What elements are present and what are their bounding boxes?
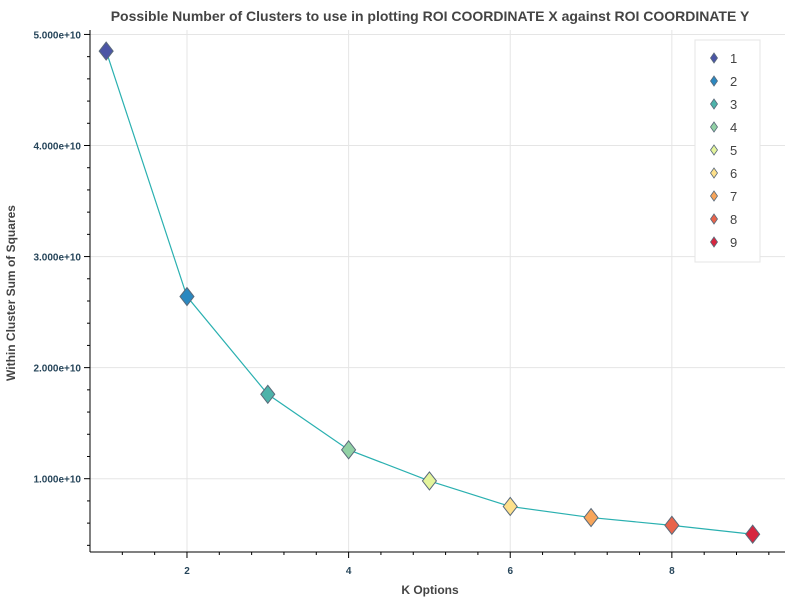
y-tick-label: 1.000e+10 <box>33 475 81 486</box>
x-tick-label: 8 <box>669 566 675 577</box>
legend-label: 2 <box>730 74 737 89</box>
legend-marker <box>710 190 718 202</box>
legend-label: 6 <box>730 166 737 181</box>
data-point <box>260 384 276 405</box>
axes: 2 4 6 8 1.000e+10 2.000e+10 3.000e+10 4.000e+10… <box>33 30 785 577</box>
legend-marker <box>710 167 718 179</box>
chart-title: Possible Number of Clusters to use in pl… <box>111 8 750 24</box>
x-tick-label: 2 <box>184 566 190 577</box>
x-axis-label: K Options <box>401 583 459 597</box>
legend-label: 3 <box>730 97 737 112</box>
data-points <box>98 41 761 545</box>
data-point <box>664 515 680 536</box>
legend: 1 2 3 4 5 6 7 8 9 <box>694 39 761 263</box>
legend-label: 7 <box>730 189 737 204</box>
data-point <box>502 496 518 517</box>
legend-label: 5 <box>730 143 737 158</box>
legend-marker <box>710 121 718 133</box>
legend-label: 9 <box>730 235 737 250</box>
legend-label: 4 <box>730 120 737 135</box>
x-tick-label: 6 <box>507 566 513 577</box>
data-point <box>421 471 438 491</box>
data-point <box>340 440 357 460</box>
grid <box>90 30 785 552</box>
data-point <box>745 524 761 545</box>
data-point <box>179 286 195 307</box>
legend-marker <box>710 236 718 248</box>
legend-marker <box>710 52 718 64</box>
data-point <box>583 507 599 528</box>
x-tick-label: 4 <box>346 566 352 577</box>
y-tick-label: 3.000e+10 <box>33 253 81 264</box>
legend-marker <box>710 144 718 156</box>
data-point <box>98 41 114 61</box>
y-axis-label: Within Cluster Sum of Squares <box>4 205 18 381</box>
legend-label: 8 <box>730 212 737 227</box>
legend-box <box>694 39 761 263</box>
legend-marker <box>710 98 718 110</box>
y-tick-label: 2.000e+10 <box>33 364 81 375</box>
legend-marker <box>710 213 718 225</box>
y-tick-label: 5.000e+10 <box>33 30 81 41</box>
legend-label: 1 <box>730 51 737 66</box>
y-tick-label: 4.000e+10 <box>33 142 81 153</box>
legend-marker <box>710 75 718 87</box>
